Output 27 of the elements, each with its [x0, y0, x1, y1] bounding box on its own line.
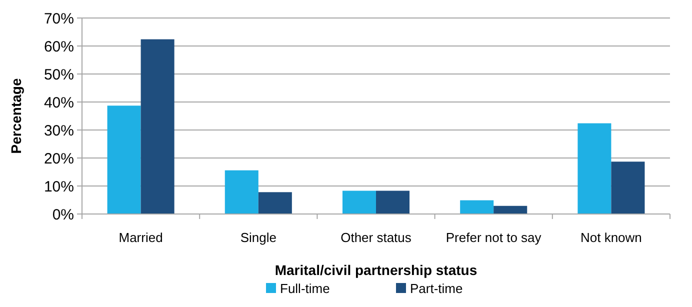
- y-tick-label: 20%: [44, 150, 74, 168]
- bar: [376, 190, 410, 214]
- y-axis-title: Percentage: [8, 78, 24, 154]
- x-tick-label: Other status: [340, 230, 412, 245]
- y-tick-label: 50%: [44, 66, 74, 84]
- x-tick-label: Not known: [580, 230, 642, 245]
- bar: [258, 192, 292, 214]
- x-tick-label: Single: [240, 230, 276, 245]
- bar: [140, 39, 174, 214]
- x-axis-title: Marital/civil partnership status: [274, 262, 478, 278]
- bar: [611, 162, 645, 214]
- y-tick-label: 40%: [44, 94, 74, 112]
- bar: [578, 123, 612, 214]
- y-tick-label: 70%: [44, 10, 74, 28]
- y-tick-label: 0%: [52, 206, 74, 224]
- x-tick-label: Prefer not to say: [446, 230, 542, 245]
- legend-label: Full-time: [280, 281, 330, 296]
- legend-label: Part-time: [410, 281, 463, 296]
- bar: [494, 206, 528, 214]
- y-tick-label: 60%: [44, 38, 74, 56]
- bar: [107, 106, 141, 214]
- x-tick-label: Married: [118, 230, 163, 245]
- y-tick-label: 30%: [44, 122, 74, 140]
- y-tick-label: 10%: [44, 178, 74, 196]
- bar: [460, 200, 494, 214]
- bar: [224, 170, 258, 214]
- bar: [342, 190, 376, 214]
